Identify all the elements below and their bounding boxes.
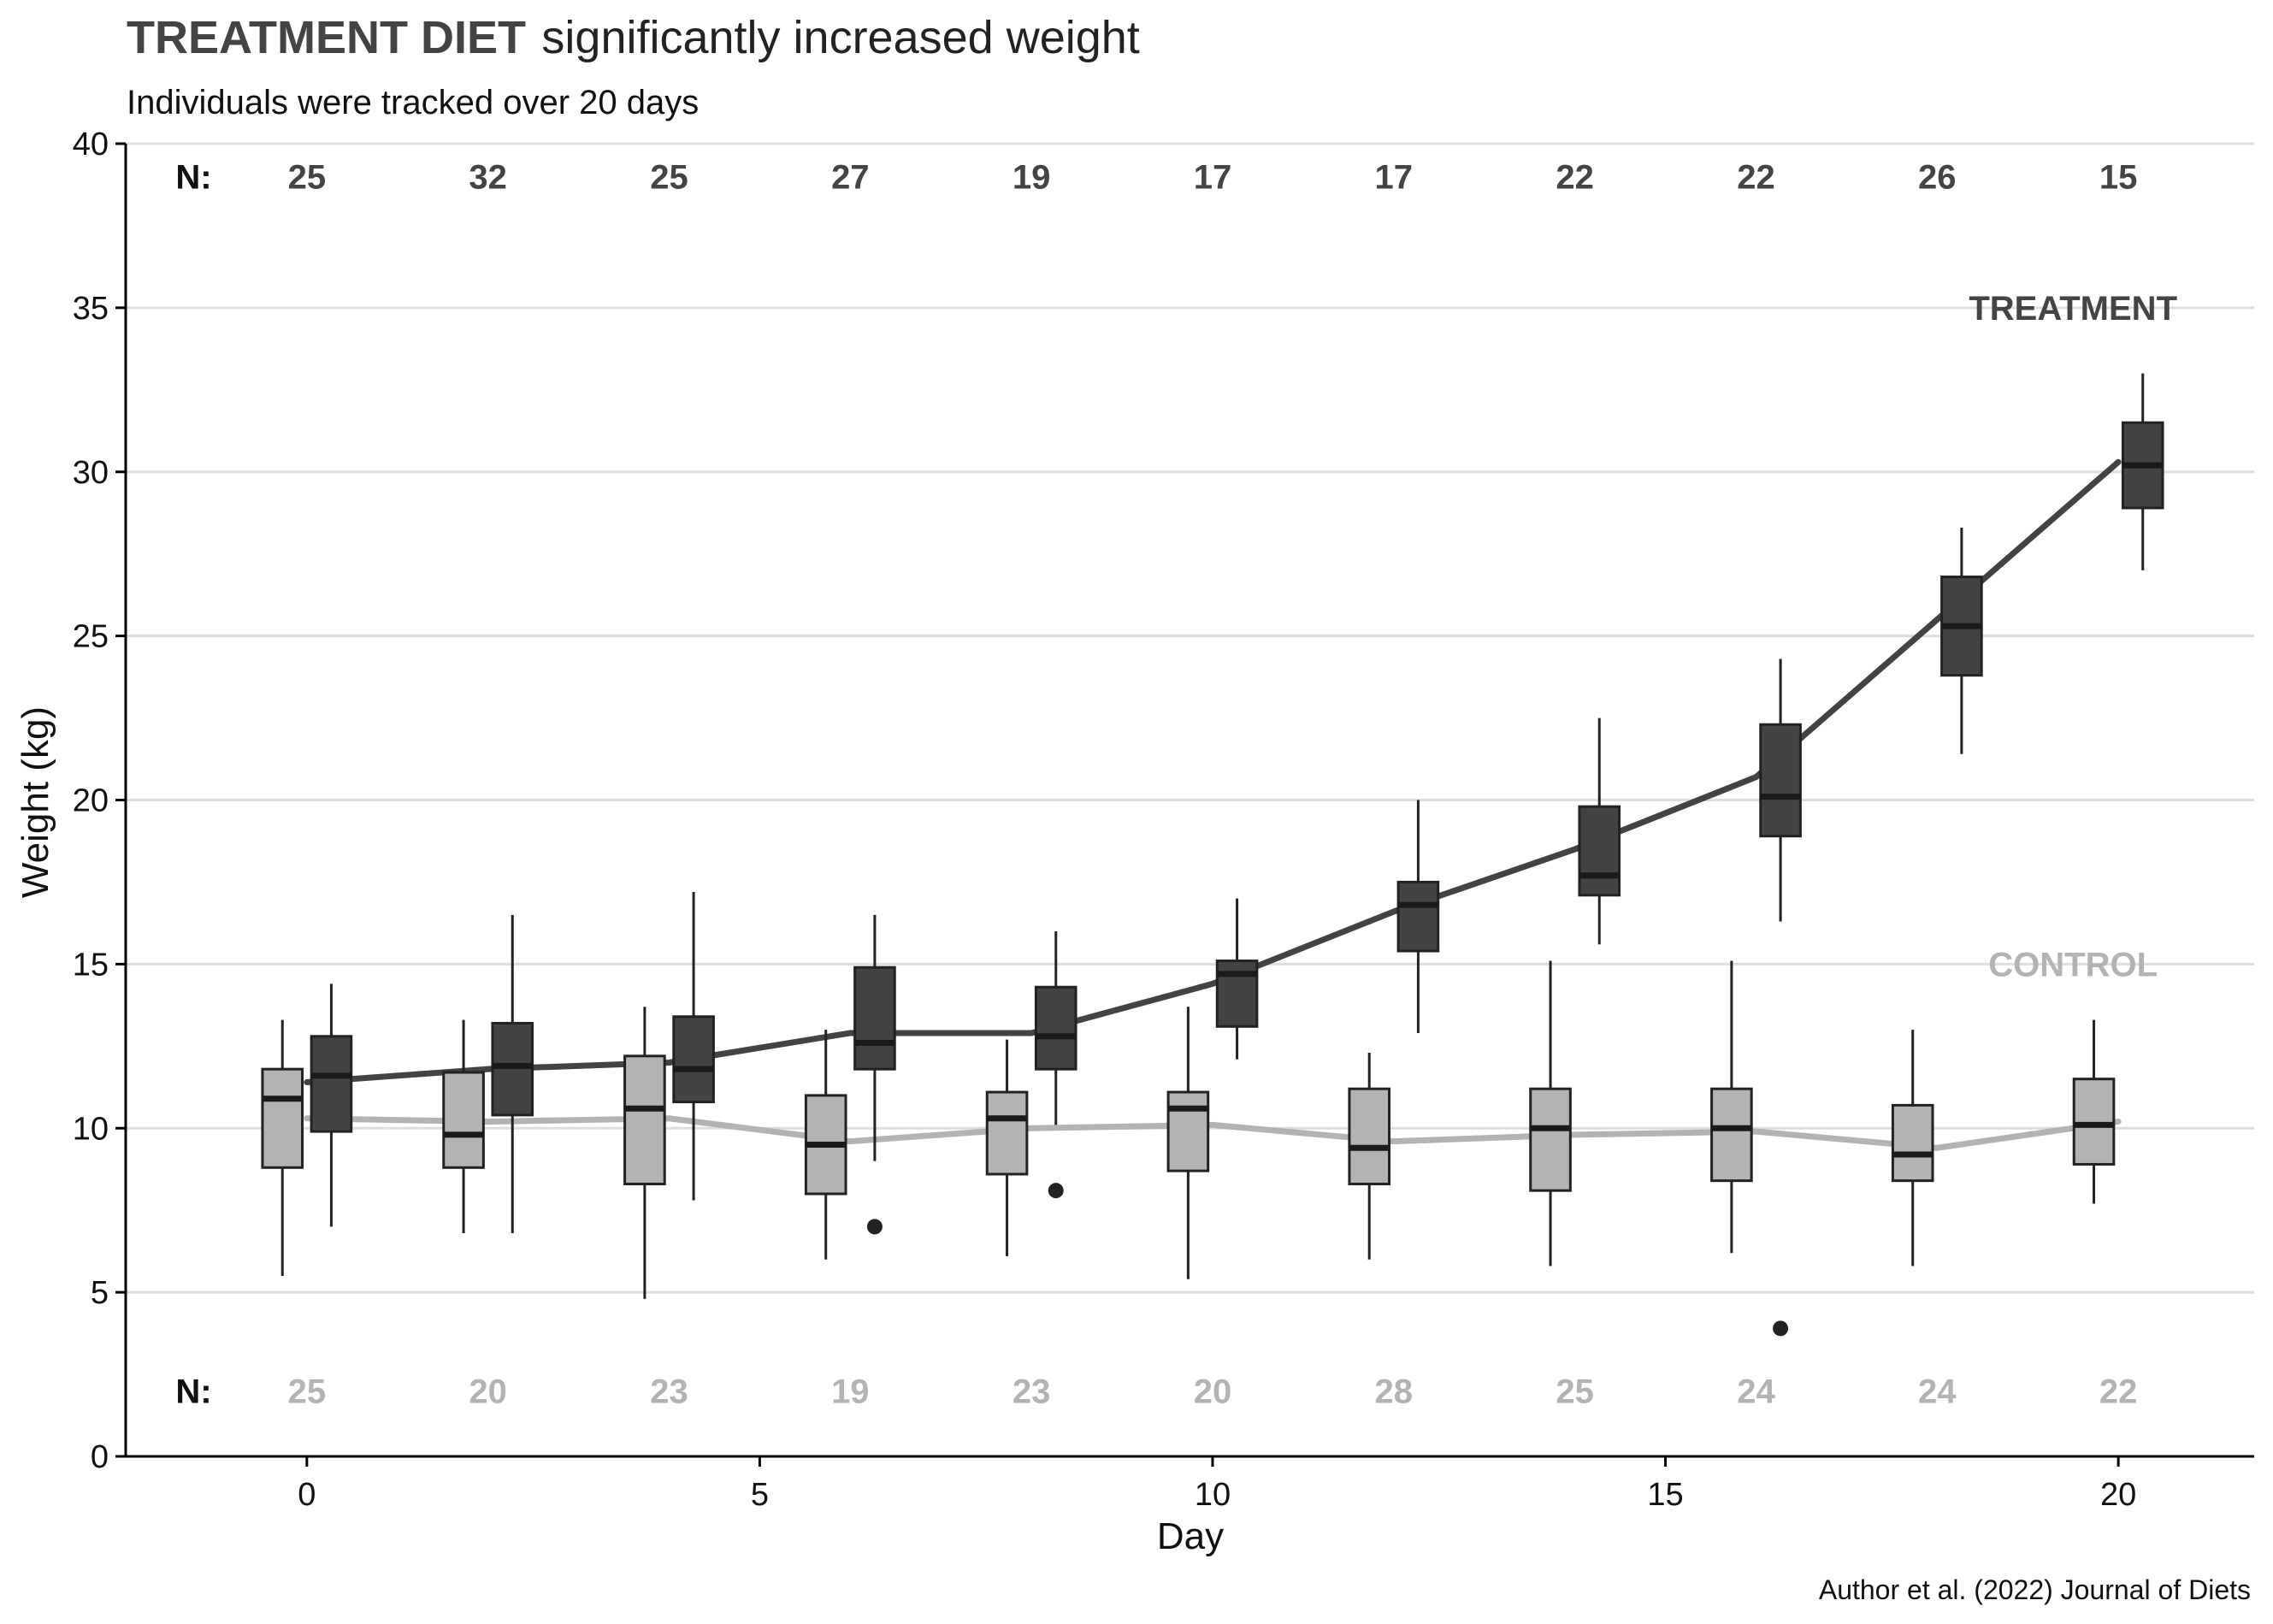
- treatment-box-body: [491, 1021, 534, 1117]
- treatment-outlier: [1773, 1320, 1789, 1337]
- y-tick-label: 20: [73, 783, 109, 819]
- control-box-day-2: [442, 1019, 485, 1234]
- control-box-body: [1529, 1087, 1572, 1192]
- control-n-value: 23: [1013, 1373, 1051, 1410]
- control-n-value: 25: [288, 1373, 327, 1410]
- control-n-value: 19: [831, 1373, 870, 1410]
- treatment-box-day-20: [2121, 373, 2164, 570]
- control-box-day-14: [1529, 960, 1572, 1267]
- x-tick-label: 10: [1195, 1477, 1231, 1513]
- treatment-box-body: [310, 1035, 353, 1133]
- control-box-body: [985, 1090, 1029, 1176]
- treatment-n-value: 25: [288, 158, 327, 196]
- y-tick-label: 10: [73, 1111, 109, 1147]
- boxes-layer: [261, 373, 2164, 1337]
- treatment-box-body: [1759, 723, 1802, 838]
- treatment-n-value: 22: [1556, 158, 1594, 196]
- control-box-body: [1710, 1087, 1753, 1183]
- treatment-n-value: 27: [831, 158, 870, 196]
- treatment-box-day-4: [672, 891, 715, 1201]
- y-tick-label: 35: [73, 291, 109, 327]
- control-n-value: 22: [2099, 1373, 2138, 1410]
- axes-layer: 0 5 10 15 20 25 30 35 40 0 5 10 15 20: [73, 127, 2254, 1513]
- y-tick-label: 5: [91, 1275, 109, 1311]
- control-n-value: 25: [1556, 1373, 1594, 1410]
- x-tick-label: 5: [751, 1477, 769, 1513]
- treatment-n-label: N:: [175, 158, 211, 196]
- treatment-outlier: [1048, 1183, 1064, 1199]
- treatment-outlier: [866, 1219, 883, 1235]
- chart-title-rest: significantly increased weight: [541, 12, 1139, 63]
- chart-title-bold: TREATMENT DIET: [127, 12, 526, 63]
- treatment-box-day-12: [1396, 800, 1440, 1033]
- treatment-box-body: [1034, 985, 1077, 1071]
- chart-title: TREATMENT DIET significantly increased w…: [127, 12, 1140, 63]
- treatment-mean-line: [304, 458, 2122, 1086]
- treatment-box-day-18: [1940, 527, 1983, 754]
- control-box-body: [442, 1071, 485, 1169]
- treatment-box-body: [1578, 805, 1621, 897]
- treatment-n-value: 26: [1918, 158, 1957, 196]
- treatment-box-day-10: [1215, 898, 1259, 1060]
- x-tick-label: 15: [1647, 1477, 1683, 1513]
- control-box-day-4: [623, 1007, 666, 1299]
- treatment-series-label: TREATMENT: [1969, 290, 2177, 328]
- control-box-day-0: [261, 1019, 304, 1276]
- control-n-value: 20: [469, 1373, 507, 1410]
- control-box-day-18: [1891, 1030, 1934, 1267]
- x-axis-title: Day: [1157, 1515, 1224, 1557]
- x-tick-label: 20: [2100, 1477, 2136, 1513]
- control-n-value: 24: [1737, 1373, 1775, 1410]
- control-box-day-10: [1166, 1007, 1210, 1279]
- treatment-box-day-14: [1578, 718, 1621, 945]
- control-box-body: [261, 1067, 304, 1169]
- control-box-body: [1348, 1087, 1391, 1185]
- treatment-n-value: 17: [1194, 158, 1232, 196]
- y-tick-label: 25: [73, 619, 109, 655]
- control-n-value: 23: [650, 1373, 688, 1410]
- treatment-n-value: 17: [1375, 158, 1414, 196]
- control-box-body: [1891, 1103, 1934, 1183]
- y-tick-label: 0: [91, 1439, 109, 1475]
- treatment-box-day-6: [853, 914, 896, 1235]
- treatment-n-value: 32: [469, 158, 507, 196]
- control-box-day-16: [1710, 960, 1753, 1254]
- control-mean-line: [304, 1115, 2122, 1151]
- treatment-box-day-16: [1759, 658, 1802, 1337]
- chart-caption: Author et al. (2022) Journal of Diets: [1819, 1574, 2251, 1605]
- control-n-value: 24: [1918, 1373, 1957, 1410]
- control-n-value: 28: [1375, 1373, 1414, 1410]
- treatment-box-body: [1396, 880, 1440, 953]
- treatment-box-day-8: [1034, 931, 1077, 1199]
- mean-lines-layer: [304, 458, 2122, 1151]
- control-box-day-12: [1348, 1052, 1391, 1260]
- y-tick-label: 40: [73, 127, 109, 162]
- control-box-day-6: [804, 1030, 847, 1260]
- x-tick-label: 0: [298, 1477, 316, 1513]
- treatment-box-body: [1215, 960, 1259, 1028]
- chart-subtitle: Individuals were tracked over 20 days: [127, 84, 699, 121]
- control-box-body: [623, 1054, 666, 1185]
- y-tick-label: 15: [73, 947, 109, 983]
- control-box-body: [2072, 1078, 2116, 1166]
- control-n-label: N:: [175, 1373, 211, 1410]
- control-series-label: CONTROL: [1988, 946, 2158, 983]
- treatment-box-body: [672, 1015, 715, 1104]
- treatment-n-value: 15: [2099, 158, 2138, 196]
- control-n-value: 20: [1194, 1373, 1232, 1410]
- treatment-n-value: 19: [1013, 158, 1051, 196]
- treatment-box-day-0: [310, 983, 353, 1227]
- control-box-body: [1166, 1090, 1210, 1172]
- control-box-day-20: [2072, 1019, 2116, 1204]
- treatment-n-value: 22: [1737, 158, 1775, 196]
- labels-layer: N: 25 32 25 27 19 17 17 22 22 26 15 N: 25 20 23 19 23 20 28…: [175, 158, 2177, 1410]
- treatment-box-body: [853, 966, 896, 1071]
- y-axis-title: Weight (kg): [15, 706, 56, 898]
- y-tick-label: 30: [73, 455, 109, 491]
- control-box-day-8: [985, 1039, 1029, 1256]
- treatment-box-day-2: [491, 914, 534, 1234]
- treatment-n-value: 25: [650, 158, 688, 196]
